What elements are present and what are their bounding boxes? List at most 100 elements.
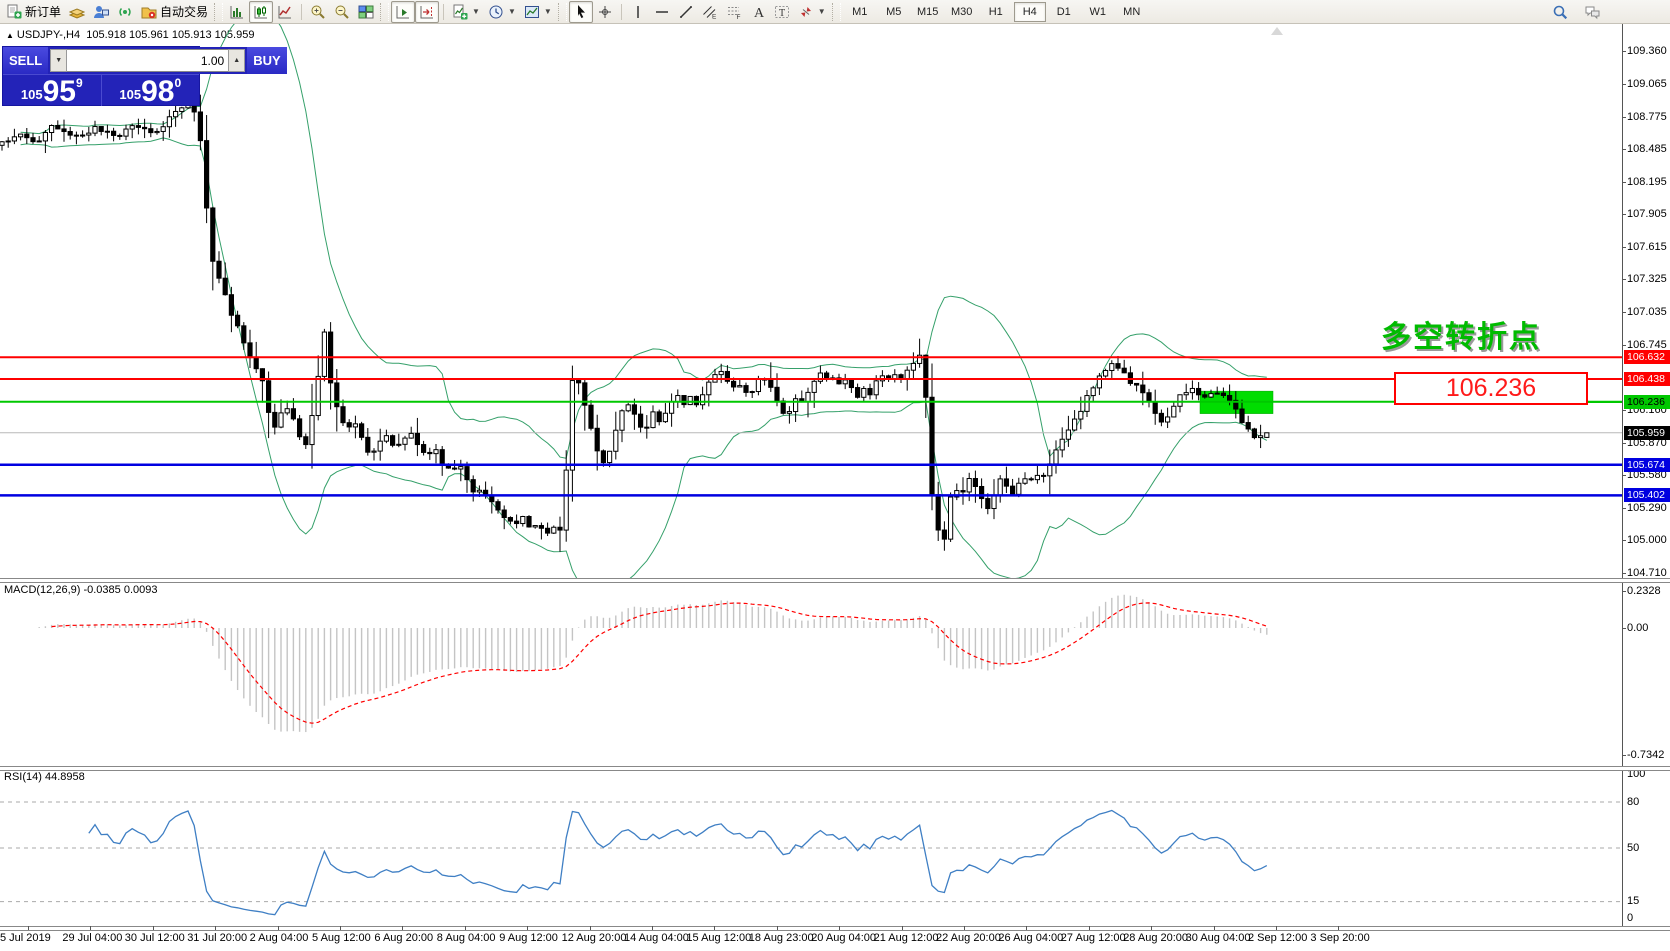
price-tick-label: 105.290	[1627, 501, 1667, 514]
time-tick-mark	[1026, 926, 1028, 930]
price-tick-mark	[1622, 51, 1626, 52]
indicators-button[interactable]: ▼	[448, 1, 484, 23]
timeframe-h4[interactable]: H4	[1013, 1, 1046, 22]
pane-separator-main-macd[interactable]	[0, 578, 1670, 583]
price-tick-label: 106.745	[1627, 338, 1667, 351]
text-label-button[interactable]: T	[770, 1, 794, 23]
indicators-icon	[453, 4, 468, 19]
timeframe-d1[interactable]: D1	[1056, 5, 1071, 18]
buy-button[interactable]: BUY	[247, 47, 287, 74]
navigator-button[interactable]	[113, 1, 137, 23]
time-axis-label: 31 Jul 20:00	[187, 932, 248, 944]
rsi-line	[88, 809, 1268, 916]
timeframe-toolbar: M1 M5 M15 M30 H1 H4 D1 W1 MN	[843, 1, 1149, 22]
bar-chart-button[interactable]	[225, 1, 249, 23]
tile-windows-button[interactable]	[354, 1, 378, 23]
price-axis[interactable]	[1622, 24, 1623, 929]
time-tick-mark	[152, 926, 154, 930]
price-badge-106.438: 106.438	[1624, 372, 1670, 387]
fibonacci-button[interactable]: F	[722, 1, 746, 23]
zoom-in-button[interactable]	[306, 1, 330, 23]
time-axis-label: 21 Aug 12:00	[873, 932, 939, 944]
time-tick-mark	[839, 926, 841, 930]
time-tick-mark	[1276, 926, 1277, 930]
sell-button[interactable]: SELL	[3, 47, 49, 74]
time-tick-mark	[776, 926, 778, 930]
price-tick-label: 107.035	[1627, 306, 1667, 318]
market-watch-button[interactable]	[65, 1, 89, 23]
autotrading-button[interactable]: 自动交易	[137, 1, 212, 23]
price-tick-mark	[1622, 573, 1626, 574]
timeframe-mn[interactable]: MN	[1123, 5, 1141, 18]
timeframe-m30[interactable]: M30	[951, 5, 973, 18]
svg-text:A: A	[754, 6, 765, 20]
svg-text:E: E	[712, 13, 717, 20]
timeframe-h1[interactable]: H1	[988, 5, 1003, 18]
periods-button[interactable]: ▼	[484, 1, 520, 23]
vertical-line-button[interactable]	[626, 1, 650, 23]
volume-input[interactable]	[67, 49, 229, 72]
price-tick-mark	[1622, 507, 1626, 509]
arrows-button[interactable]: ▼	[794, 1, 830, 23]
price-tick-label: 109.065	[1627, 78, 1667, 91]
price-level-annotation[interactable]: 106.236	[1394, 372, 1588, 405]
price-badge-106.236: 106.236	[1624, 394, 1670, 409]
volume-increase-button[interactable]: ▲	[228, 49, 246, 72]
search-button[interactable]	[1548, 1, 1572, 23]
rsi-axis-label: 15	[1627, 895, 1640, 907]
time-axis-label: 3 Sep 20:00	[1310, 932, 1370, 944]
one-click-trade-panel: SELL ▼ ▲ BUY 105 95 9 105 98 0	[2, 46, 287, 107]
zoom-in-icon	[311, 5, 325, 19]
time-axis-label: 20 Aug 04:00	[811, 932, 877, 944]
autotrading-icon	[141, 7, 157, 18]
templates-button[interactable]: ▼	[520, 1, 556, 23]
chat-button[interactable]	[1580, 1, 1604, 23]
channel-icon: E	[702, 5, 717, 20]
buy-price[interactable]: 105 98 0	[102, 75, 200, 107]
time-tick-mark	[1088, 926, 1090, 930]
new-order-button[interactable]: 新订单	[2, 1, 65, 23]
price-tick-mark	[1622, 312, 1626, 313]
chat-icon	[1585, 6, 1600, 19]
rsi-indicator-pane[interactable]	[0, 770, 1622, 925]
dropdown-arrow-icon[interactable]: ▼	[543, 7, 552, 16]
trendline-button[interactable]	[674, 1, 698, 23]
timeframe-m5[interactable]: M5	[886, 5, 902, 18]
horizontal-line-button[interactable]	[650, 1, 674, 23]
data-window-button[interactable]	[89, 1, 113, 23]
dropdown-arrow-icon[interactable]: ▼	[817, 7, 826, 16]
sell-price[interactable]: 105 95 9	[3, 75, 102, 107]
price-badge-105.674: 105.674	[1624, 457, 1670, 472]
line-chart-button[interactable]	[273, 1, 297, 23]
time-axis-label: 12 Aug 20:00	[561, 932, 627, 944]
candles	[0, 93, 1270, 552]
turning-point-annotation[interactable]: 多空转折点	[1381, 321, 1541, 354]
channel-button[interactable]: E	[698, 1, 722, 23]
price-tick-mark	[1622, 442, 1626, 444]
price-badge-106.632: 106.632	[1624, 350, 1670, 365]
dropdown-arrow-icon[interactable]: ▼	[472, 7, 480, 16]
chart-shift-button[interactable]	[415, 0, 440, 23]
volume-decrease-button[interactable]: ▼	[50, 49, 68, 72]
timeframe-w1[interactable]: W1	[1089, 5, 1106, 18]
price-tick-mark	[1622, 214, 1626, 216]
price-tick-mark	[1622, 410, 1626, 412]
timeframe-m1[interactable]: M1	[852, 5, 868, 18]
crosshair-button[interactable]	[593, 1, 617, 23]
pane-separator-time-axis	[0, 926, 1670, 931]
macd-histogram	[38, 594, 1268, 733]
auto-scroll-button[interactable]	[391, 0, 416, 23]
timeframe-m15[interactable]: M15	[917, 5, 939, 18]
cursor-button[interactable]	[568, 0, 593, 23]
time-axis-label: 28 Aug 20:00	[1123, 932, 1189, 944]
macd-indicator-pane[interactable]	[0, 582, 1622, 765]
dropdown-arrow-icon[interactable]: ▼	[507, 7, 516, 16]
candlestick-button[interactable]	[249, 0, 274, 23]
rsi-label: RSI(14) 44.8958	[4, 771, 85, 783]
zoom-out-button[interactable]	[330, 1, 354, 23]
pane-separator-macd-rsi[interactable]	[0, 766, 1670, 771]
price-tick-mark	[1622, 181, 1626, 183]
candlestick-chart[interactable]	[0, 24, 1622, 580]
text-button[interactable]: A	[746, 1, 770, 23]
price-tick-mark	[1622, 246, 1626, 248]
